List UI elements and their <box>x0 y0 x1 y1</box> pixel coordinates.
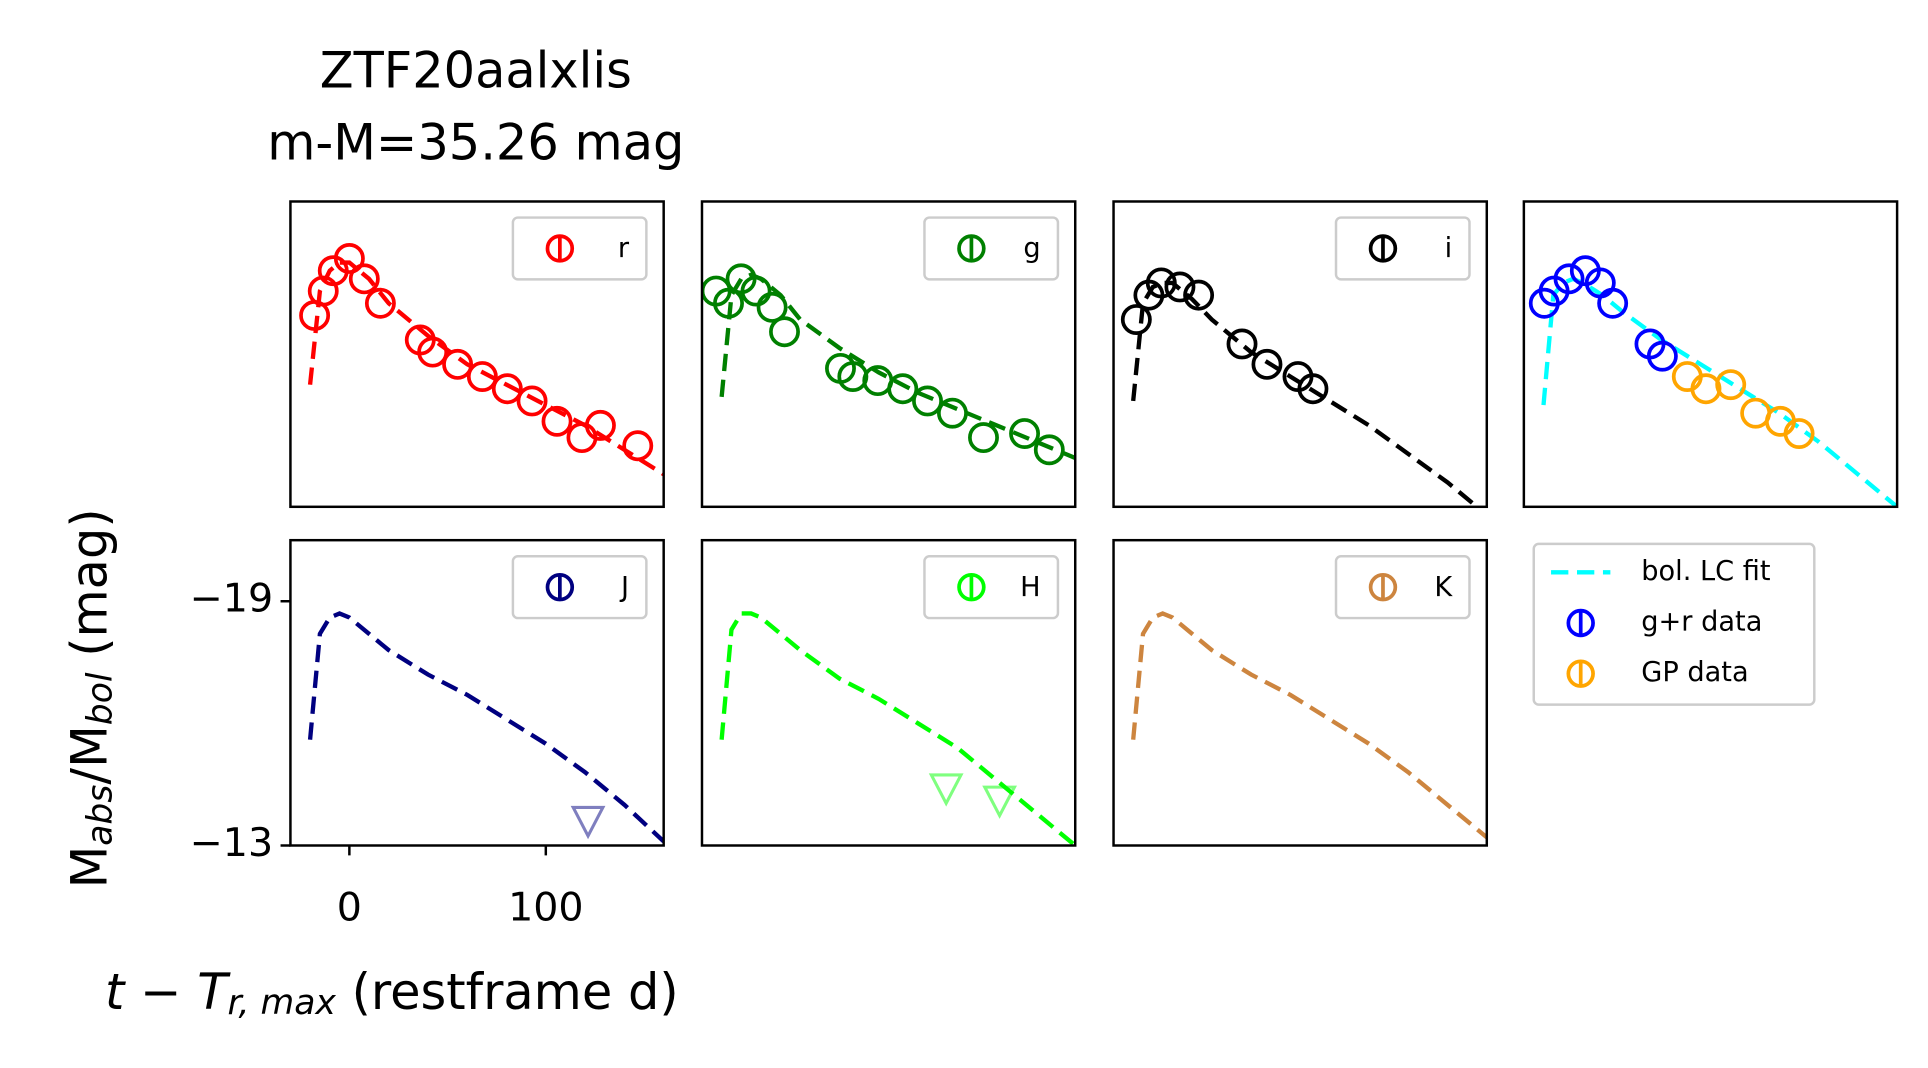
data-point <box>491 373 523 405</box>
legend-label: g+r data <box>1641 606 1762 637</box>
axes-frame <box>1112 538 1489 847</box>
plot-area <box>307 611 664 844</box>
model-line <box>1131 280 1481 507</box>
plot-area <box>299 243 664 477</box>
data-point <box>912 385 943 417</box>
legend-label: bol. LC fit <box>1641 556 1771 587</box>
data-point <box>1783 418 1815 449</box>
legend-box <box>923 216 1060 281</box>
plot-area <box>1528 255 1898 507</box>
plot-area <box>719 611 1076 846</box>
legend-box <box>511 216 648 281</box>
model-line <box>719 611 1076 846</box>
y-tick-label: −19 <box>190 576 273 622</box>
data-point <box>622 430 654 462</box>
data-point <box>466 361 498 392</box>
data-point <box>1226 328 1258 360</box>
data-point <box>769 316 800 348</box>
data-point <box>541 405 573 437</box>
axes-frame <box>289 538 665 847</box>
label-part: /M <box>60 725 118 784</box>
label-part: (restframe d) <box>336 963 679 1021</box>
legend-label: r <box>618 233 630 264</box>
data-point <box>1009 418 1040 449</box>
label-part: bol <box>80 672 120 725</box>
plot-area <box>701 263 1076 466</box>
upper-limit <box>982 785 1017 819</box>
plot-area <box>1131 611 1487 840</box>
upper-limit <box>570 805 606 840</box>
legend-box <box>1334 216 1471 281</box>
data-point <box>1597 287 1629 319</box>
label-part: M <box>60 846 118 889</box>
legend-label: K <box>1434 572 1453 603</box>
data-point <box>417 336 449 368</box>
y-axis-label: Mabs/Mbol (mag) <box>60 508 120 888</box>
model-line <box>307 260 664 477</box>
y-tick-label: −13 <box>190 820 273 866</box>
data-point <box>1251 348 1283 380</box>
legend-box <box>1532 542 1816 706</box>
label-part: r, max <box>227 983 336 1023</box>
legend-label: H <box>1020 572 1040 603</box>
x-tick-label: 0 <box>337 884 362 930</box>
upper-limit <box>928 773 964 807</box>
data-point <box>1553 263 1585 295</box>
data-point <box>1715 369 1747 401</box>
data-point <box>364 287 396 319</box>
model-line <box>1131 611 1487 840</box>
axes-frame <box>700 538 1077 847</box>
axes-frame <box>1522 200 1899 509</box>
model-line <box>307 611 664 844</box>
legend-label: J <box>619 572 629 603</box>
title-line: m-M=35.26 mag <box>267 113 684 171</box>
label-part: t − T <box>105 963 231 1021</box>
legend-label: i <box>1445 233 1453 264</box>
data-point <box>1183 279 1215 311</box>
x-tick-label: 100 <box>508 884 583 930</box>
label-part: (mag) <box>60 508 118 672</box>
axes-frame <box>1112 200 1489 509</box>
legend-label: GP data <box>1641 657 1748 688</box>
data-point <box>516 385 548 417</box>
data-point <box>333 243 365 274</box>
data-point <box>1120 304 1152 335</box>
data-point <box>968 422 999 454</box>
label-part: abs <box>80 785 120 846</box>
axes-frame <box>700 200 1077 509</box>
data-point <box>1164 271 1196 303</box>
axes-frame <box>289 200 665 509</box>
plot-area <box>1120 267 1481 507</box>
model-line <box>719 272 1076 460</box>
data-point <box>1646 340 1678 372</box>
legend-label: g <box>1023 233 1040 264</box>
data-point <box>348 263 380 295</box>
title-line: ZTF20aalxlis <box>320 42 632 100</box>
data-point <box>1033 434 1065 466</box>
data-point <box>887 373 919 405</box>
data-point <box>1297 373 1329 405</box>
legend-box <box>1334 555 1471 620</box>
legend-box <box>511 555 648 620</box>
data-point <box>756 291 788 323</box>
x-axis-label: t − Tr, max (restframe d) <box>105 963 679 1023</box>
legend-box <box>923 555 1060 620</box>
